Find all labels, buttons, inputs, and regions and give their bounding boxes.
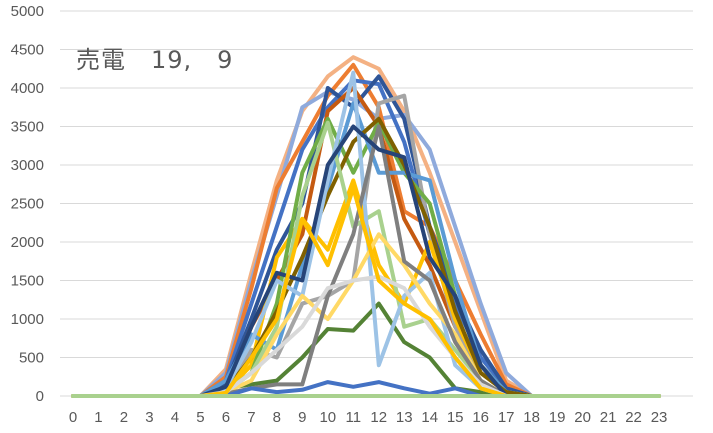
x-tick-label: 23 [651,409,668,426]
x-tick-label: 15 [447,409,464,426]
y-tick-label: 3500 [11,119,44,136]
x-tick-label: 8 [273,409,281,426]
x-tick-label: 9 [298,409,306,426]
y-tick-label: 3000 [11,157,44,174]
y-tick-label: 0 [36,388,44,405]
x-tick-label: 1 [94,409,102,426]
y-tick-label: 1500 [11,273,44,290]
series-line-11 [71,301,661,398]
x-tick-label: 20 [574,409,591,426]
x-tick-label: 4 [171,409,179,426]
chart-title: 売電 19, 9 [76,46,234,74]
x-tick-label: 14 [421,409,438,426]
x-tick-label: 3 [145,409,153,426]
x-tick-label: 6 [222,409,230,426]
x-tick-label: 17 [498,409,515,426]
x-tick-label: 5 [196,409,204,426]
y-tick-label: 4500 [11,42,44,59]
y-tick-label: 2500 [11,196,44,213]
x-tick-label: 21 [600,409,617,426]
x-tick-label: 11 [345,409,361,426]
x-tick-label: 18 [523,409,540,426]
y-tick-label: 5000 [11,3,44,20]
x-axis-tick-labels: 0 1 2 3 4 5 6 7 8 9 10 11 12 13 14 15 16 17 18 19 20 21 22 23 [69,409,668,426]
series-lines [71,55,661,398]
series-line-18 [71,380,661,398]
y-tick-label: 1000 [11,311,44,328]
x-tick-label: 19 [549,409,566,426]
x-tick-label: 22 [625,409,642,426]
x-tick-label: 2 [120,409,128,426]
x-tick-label: 13 [396,409,413,426]
x-tick-label: 10 [319,409,336,426]
x-tick-label: 12 [370,409,387,426]
y-tick-label: 4000 [11,80,44,97]
y-tick-label: 500 [19,350,44,367]
y-axis-tick-labels: 0 500 1000 1500 2000 2500 3000 3500 4000 4500 5000 [11,3,44,405]
y-tick-label: 2000 [11,234,44,251]
x-tick-label: 7 [247,409,255,426]
x-tick-label: 16 [472,409,489,426]
series-line-19 [71,274,661,398]
x-tick-label: 0 [69,409,77,426]
